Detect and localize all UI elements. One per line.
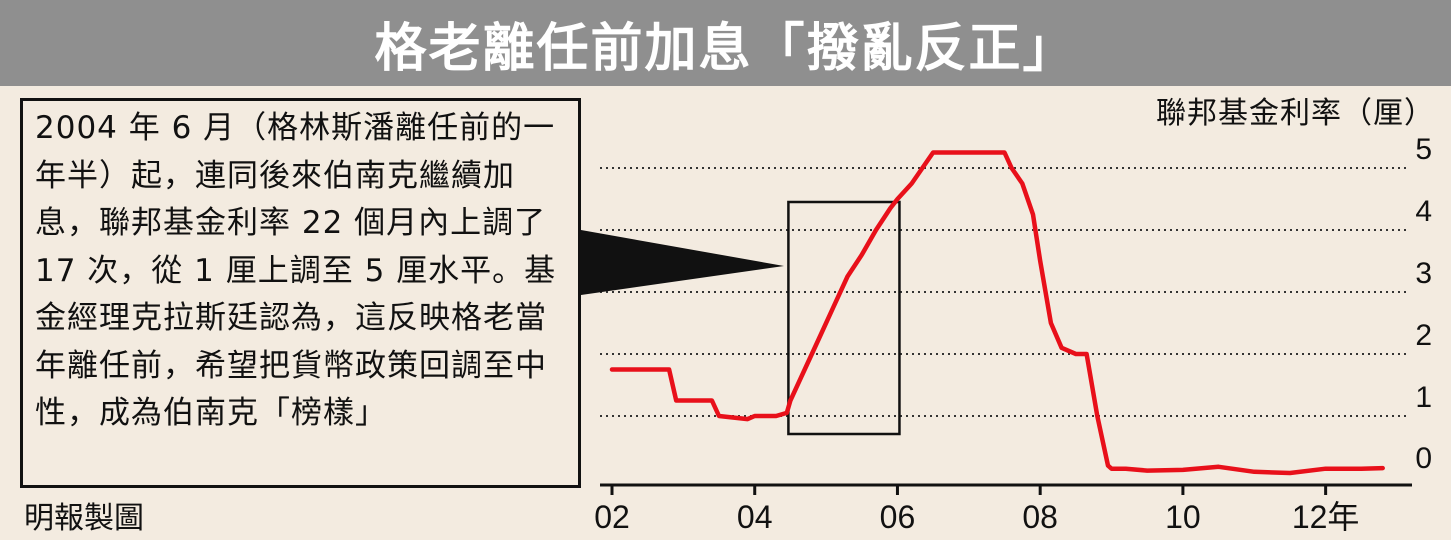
y-tick-label-1: 1: [1415, 381, 1432, 414]
annotation-text: 2004 年 6 月（格林斯潘離任前的一年半）起，連同後來伯南克繼續加息，聯邦基…: [35, 110, 557, 431]
grid-layer: [600, 167, 1410, 417]
chart-title: 格老離任前加息「撥亂反正」: [374, 18, 1077, 79]
y-tick-label-2: 2: [1415, 319, 1432, 352]
x-tick-label-06: 06: [880, 499, 916, 535]
annotation-pointer: [581, 230, 784, 295]
y-axis-label: 聯邦基金利率（厘）: [1156, 96, 1435, 131]
series-line-0: [609, 150, 1385, 476]
x-tick-label-02: 02: [594, 499, 630, 535]
annotation-box: 2004 年 6 月（格林斯潘離任前的一年半）起，連同後來伯南克繼續加息，聯邦基…: [20, 98, 581, 488]
y-tick-label-0: 0: [1415, 442, 1432, 475]
title-bar: 格老離任前加息「撥亂反正」: [0, 0, 1451, 86]
x-tick-label-08: 08: [1022, 499, 1058, 535]
axis-layer: 0 1 2 3 4 5 02 04 06 08 10 12年: [594, 133, 1432, 535]
x-tick-label-04: 04: [737, 499, 773, 535]
x-tick-label-10: 10: [1165, 499, 1201, 535]
highlight-layer: [581, 200, 901, 436]
x-tick-label-12年: 12年: [1292, 499, 1360, 535]
highlight-box: [787, 200, 901, 436]
y-tick-label-3: 3: [1415, 257, 1432, 290]
y-tick-label-5: 5: [1415, 133, 1432, 166]
series-layer: [609, 150, 1385, 476]
source-note: 明報製圖: [24, 501, 144, 536]
y-tick-label-4: 4: [1415, 195, 1432, 228]
